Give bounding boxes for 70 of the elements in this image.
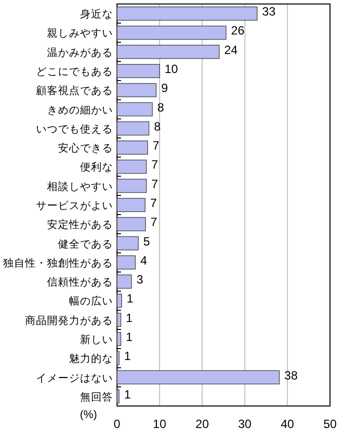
- y-tick-label: 健全である: [58, 238, 113, 250]
- data-label: 8: [157, 100, 164, 114]
- x-tick-label: 40: [280, 417, 294, 431]
- y-tick-label: 安定性がある: [47, 218, 113, 232]
- data-label: 7: [151, 176, 158, 191]
- bar: [116, 64, 160, 78]
- data-label: 1: [126, 330, 133, 344]
- data-label: 10: [164, 62, 178, 76]
- data-label: 8: [154, 119, 161, 134]
- bar: [116, 332, 122, 346]
- data-label: 26: [231, 24, 245, 38]
- x-axis-title: (%): [80, 409, 97, 421]
- y-tick-label: 安心できる: [58, 142, 113, 155]
- bar: [116, 294, 122, 308]
- y-tick-label: イメージはない: [36, 372, 113, 384]
- data-label: 24: [224, 42, 238, 57]
- x-tick-label: 30: [238, 417, 252, 431]
- bar: [116, 121, 150, 136]
- y-tick-label: 相談しやすい: [47, 180, 113, 193]
- data-label: 1: [124, 387, 132, 402]
- bar: [116, 160, 147, 174]
- y-tick-label: どこにでもある: [36, 66, 113, 78]
- data-label: 9: [161, 81, 168, 96]
- y-tick-label: 温かみがある: [47, 46, 113, 59]
- x-tick-label: 10: [152, 417, 167, 431]
- bar: [116, 102, 153, 116]
- data-label: 5: [143, 234, 150, 248]
- bar: [116, 274, 132, 289]
- y-tick-label: 無回答: [80, 391, 113, 404]
- bar: [116, 351, 120, 366]
- x-tick-label: 0: [114, 417, 121, 431]
- y-tick-label: 便利な: [80, 160, 113, 174]
- bar: [116, 236, 139, 250]
- bar: [116, 6, 258, 21]
- bar: [116, 389, 120, 404]
- y-tick-label: 商品開発力がある: [25, 314, 113, 327]
- data-label: 1: [126, 310, 133, 325]
- y-tick-label: 独自性・独創性がある: [3, 256, 113, 270]
- data-label: 38: [284, 368, 298, 382]
- data-label: 7: [150, 196, 158, 210]
- bar: [116, 44, 220, 59]
- bar: [116, 217, 146, 232]
- bar: [116, 312, 122, 327]
- bar: [116, 26, 226, 40]
- data-label: 1: [124, 349, 132, 364]
- x-tick-label: 50: [323, 417, 337, 431]
- data-label: 4: [140, 253, 148, 268]
- bar: [116, 140, 148, 155]
- data-label: 3: [136, 272, 144, 287]
- y-tick-label: 魅力的な: [69, 352, 113, 366]
- y-tick-label: サービスがよい: [36, 200, 113, 212]
- bar: [116, 255, 136, 270]
- y-tick-label: きめの細かい: [47, 104, 113, 116]
- data-label: 7: [150, 215, 158, 230]
- y-tick-label: 新しい: [80, 333, 113, 346]
- y-tick-label: 親しみやすい: [47, 26, 113, 40]
- y-tick-label: いつでも使える: [36, 123, 113, 136]
- data-label: 7: [152, 138, 160, 153]
- bar: [116, 83, 156, 98]
- data-label: 1: [126, 292, 134, 306]
- bar: [116, 198, 146, 212]
- bar: [116, 370, 280, 384]
- data-label: 7: [151, 158, 158, 172]
- data-label: 33: [262, 4, 276, 19]
- y-tick-label: 信頼性がある: [47, 276, 113, 289]
- x-tick-label: 20: [196, 417, 210, 431]
- y-tick-label: 顧客視点である: [36, 84, 113, 98]
- y-tick-label: 身近な: [80, 8, 113, 21]
- y-tick-label: 幅の広い: [69, 294, 113, 308]
- bar: [116, 178, 147, 193]
